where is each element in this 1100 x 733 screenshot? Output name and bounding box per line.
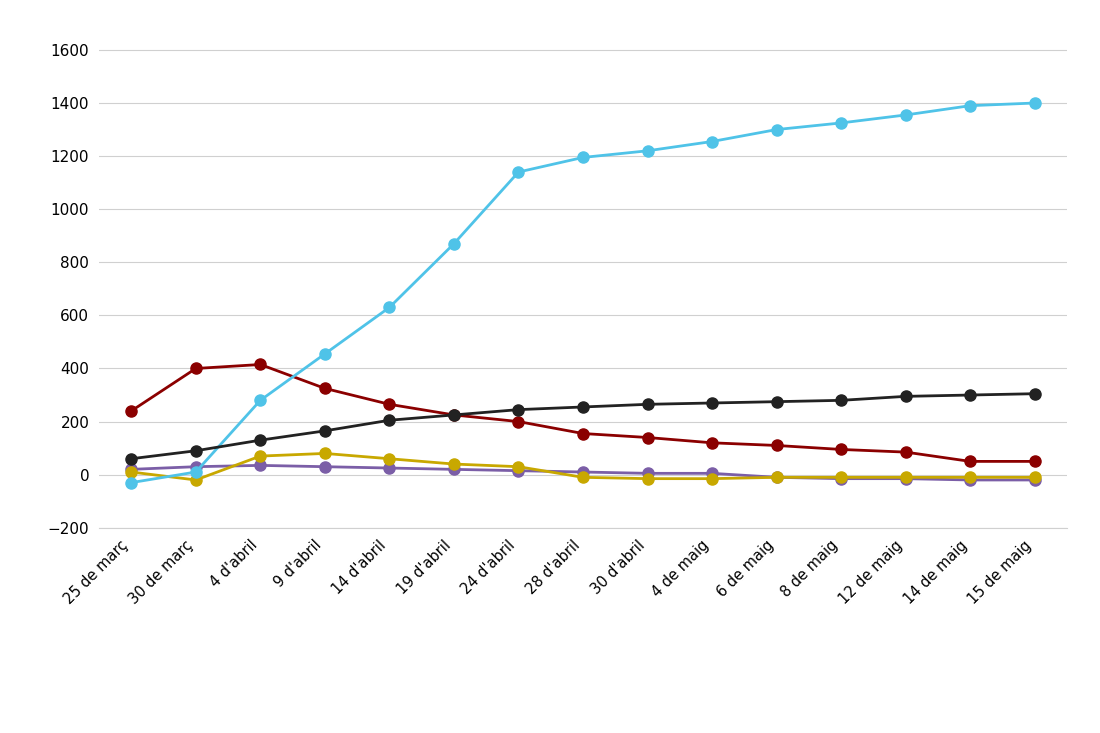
Hospitalitzacions en Hotel Verdi (189, 476, 202, 485)
Defuncions acumulades des de l'inici de la pandèmia (576, 402, 590, 411)
Altes (318, 350, 331, 358)
Hospitalitzacions en Hotel Verdi (641, 474, 654, 483)
Defuncions acumulades des de l'inici de la pandèmia (383, 416, 396, 424)
Line: Altes: Altes (125, 97, 1041, 488)
Hospitalitzacions en planta (705, 438, 718, 447)
Altes (512, 168, 525, 177)
Hospitalitzacions en planta (189, 364, 202, 373)
Hospitalitzacions en planta (899, 448, 912, 457)
Hospitalitzacions en planta (124, 407, 138, 416)
Hospitalitzacions en Hotel Verdi (576, 473, 590, 482)
Defuncions acumulades des de l'inici de la pandèmia (835, 396, 848, 405)
Hospitalitzacions en Hotel Verdi (383, 454, 396, 463)
Defuncions acumulades des de l'inici de la pandèmia (512, 405, 525, 414)
Altes (254, 396, 267, 405)
Hospitalitzacions en la UCI (124, 465, 138, 474)
Altes (705, 137, 718, 146)
Hospitalitzacions en la UCI (448, 465, 461, 474)
Defuncions acumulades des de l'inici de la pandèmia (124, 454, 138, 463)
Hospitalitzacions en la UCI (576, 468, 590, 476)
Hospitalitzacions en Hotel Verdi (254, 452, 267, 460)
Line: Hospitalitzacions en planta: Hospitalitzacions en planta (125, 359, 1041, 467)
Altes (448, 239, 461, 248)
Hospitalitzacions en la UCI (383, 464, 396, 473)
Hospitalitzacions en planta (318, 384, 331, 393)
Defuncions acumulades des de l'inici de la pandèmia (254, 435, 267, 444)
Hospitalitzacions en planta (512, 417, 525, 426)
Defuncions acumulades des de l'inici de la pandèmia (705, 399, 718, 408)
Hospitalitzacions en la UCI (189, 463, 202, 471)
Hospitalitzacions en la UCI (770, 473, 783, 482)
Altes (576, 153, 590, 162)
Hospitalitzacions en la UCI (641, 469, 654, 478)
Defuncions acumulades des de l'inici de la pandèmia (641, 400, 654, 409)
Hospitalitzacions en Hotel Verdi (770, 473, 783, 482)
Hospitalitzacions en planta (964, 457, 977, 465)
Defuncions acumulades des de l'inici de la pandèmia (964, 391, 977, 399)
Hospitalitzacions en planta (770, 441, 783, 450)
Altes (964, 101, 977, 110)
Hospitalitzacions en planta (835, 445, 848, 454)
Hospitalitzacions en Hotel Verdi (124, 468, 138, 476)
Defuncions acumulades des de l'inici de la pandèmia (189, 446, 202, 455)
Defuncions acumulades des de l'inici de la pandèmia (318, 427, 331, 435)
Hospitalitzacions en la UCI (254, 461, 267, 470)
Hospitalitzacions en la UCI (512, 466, 525, 475)
Hospitalitzacions en Hotel Verdi (512, 463, 525, 471)
Altes (641, 147, 654, 155)
Hospitalitzacions en la UCI (835, 474, 848, 483)
Hospitalitzacions en la UCI (705, 469, 718, 478)
Hospitalitzacions en planta (383, 400, 396, 409)
Defuncions acumulades des de l'inici de la pandèmia (899, 392, 912, 401)
Altes (124, 478, 138, 487)
Hospitalitzacions en planta (1028, 457, 1042, 465)
Line: Hospitalitzacions en Hotel Verdi: Hospitalitzacions en Hotel Verdi (125, 448, 1041, 485)
Hospitalitzacions en planta (576, 429, 590, 438)
Altes (383, 303, 396, 312)
Hospitalitzacions en Hotel Verdi (1028, 473, 1042, 482)
Hospitalitzacions en Hotel Verdi (318, 449, 331, 458)
Hospitalitzacions en planta (641, 433, 654, 442)
Hospitalitzacions en Hotel Verdi (964, 473, 977, 482)
Defuncions acumulades des de l'inici de la pandèmia (448, 410, 461, 419)
Defuncions acumulades des de l'inici de la pandèmia (1028, 389, 1042, 398)
Hospitalitzacions en la UCI (899, 474, 912, 483)
Hospitalitzacions en Hotel Verdi (448, 460, 461, 468)
Altes (189, 468, 202, 476)
Line: Defuncions acumulades des de l'inici de la pandèmia: Defuncions acumulades des de l'inici de … (125, 388, 1041, 464)
Hospitalitzacions en la UCI (964, 476, 977, 485)
Altes (835, 119, 848, 128)
Hospitalitzacions en Hotel Verdi (899, 473, 912, 482)
Defuncions acumulades des de l'inici de la pandèmia (770, 397, 783, 406)
Hospitalitzacions en la UCI (1028, 476, 1042, 485)
Altes (1028, 99, 1042, 108)
Altes (899, 111, 912, 119)
Hospitalitzacions en planta (448, 410, 461, 419)
Line: Hospitalitzacions en la UCI: Hospitalitzacions en la UCI (125, 460, 1041, 485)
Hospitalitzacions en Hotel Verdi (835, 473, 848, 482)
Hospitalitzacions en planta (254, 360, 267, 369)
Hospitalitzacions en la UCI (318, 463, 331, 471)
Altes (770, 125, 783, 134)
Hospitalitzacions en Hotel Verdi (705, 474, 718, 483)
